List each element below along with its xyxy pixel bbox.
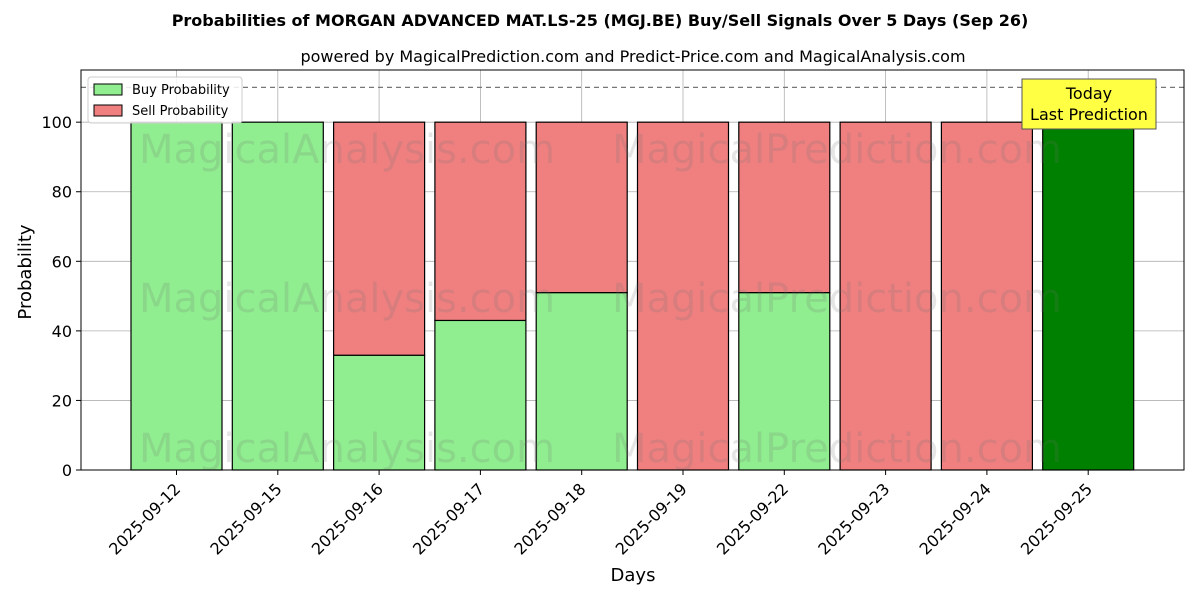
x-tick-label: 2025-09-22 <box>713 479 792 558</box>
annotation-line-2: Last Prediction <box>1030 105 1148 124</box>
legend-swatch <box>93 104 123 117</box>
x-tick-label: 2025-09-17 <box>409 479 488 558</box>
y-tick-label: 40 <box>52 322 72 341</box>
bar-sell <box>839 121 932 471</box>
legend-label: Sell Probability <box>132 104 229 119</box>
bar-sell <box>738 121 831 294</box>
watermark-text: MagicalAnalysis.com <box>139 127 555 173</box>
bar-sell <box>940 121 1034 471</box>
y-tick-label: 100 <box>41 113 72 132</box>
bar-buy <box>434 319 527 471</box>
watermark-text: MagicalPrediction.com <box>612 127 1062 173</box>
bar-buy <box>738 292 831 471</box>
x-tick-label: 2025-09-16 <box>308 479 387 558</box>
y-tick-label: 80 <box>52 183 72 202</box>
plot-frame <box>80 69 1185 471</box>
x-tick-label: 2025-09-24 <box>916 479 995 558</box>
annotation-line-1: Today <box>1065 84 1112 103</box>
x-tick-label: 2025-09-25 <box>1017 479 1096 558</box>
legend-box <box>87 76 243 124</box>
bar-buy <box>130 121 223 471</box>
x-tick-label: 2025-09-15 <box>206 479 285 558</box>
legend-swatch <box>93 83 123 96</box>
annotation-box <box>1021 78 1157 130</box>
y-axis-label: Probability <box>15 224 36 319</box>
legend: Buy Probability Sell Probability <box>87 76 243 124</box>
annotation: Today Last Prediction <box>1021 78 1157 130</box>
watermark-text: MagicalPrediction.com <box>612 276 1062 322</box>
x-tick-label: 2025-09-18 <box>510 479 589 558</box>
bar-sell <box>333 121 426 356</box>
x-tick-label: 2025-09-23 <box>814 479 893 558</box>
watermark-text: MagicalPrediction.com <box>612 426 1062 472</box>
bar-sell <box>434 121 527 322</box>
x-tick-label: 2025-09-19 <box>612 479 691 558</box>
bar-buy <box>535 292 628 471</box>
y-tick-label: 20 <box>52 391 72 410</box>
watermark-text: MagicalAnalysis.com <box>139 276 555 322</box>
y-tick-label: 60 <box>52 252 72 271</box>
bar-sell <box>535 121 628 294</box>
chart-subtitle: powered by MagicalPrediction.com and Pre… <box>300 47 965 66</box>
plot-area: MagicalAnalysis.com MagicalPrediction.com… <box>41 69 1185 559</box>
chart-title: Probabilities of MORGAN ADVANCED MAT.LS-… <box>172 11 1029 30</box>
bar-sell <box>636 121 730 471</box>
x-tick-label: 2025-09-12 <box>105 479 184 558</box>
watermark-text: MagicalAnalysis.com <box>139 426 555 472</box>
bar-buy <box>1042 121 1135 471</box>
legend-label: Buy Probability <box>132 83 230 98</box>
y-tick-label: 0 <box>62 461 72 480</box>
x-axis-label: Days <box>611 565 656 586</box>
